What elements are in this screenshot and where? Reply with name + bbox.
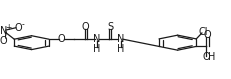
Text: N: N (0, 26, 8, 36)
Text: O: O (203, 30, 210, 40)
Text: O: O (57, 34, 65, 44)
Text: H: H (207, 52, 214, 62)
Text: O: O (14, 23, 22, 33)
Text: S: S (106, 22, 112, 32)
Text: +: + (5, 23, 11, 32)
Text: N: N (116, 34, 124, 44)
Text: Cl: Cl (198, 27, 208, 37)
Text: O: O (202, 52, 209, 62)
Text: O: O (82, 22, 89, 32)
Text: H: H (116, 44, 124, 54)
Text: N: N (93, 34, 100, 44)
Text: -: - (21, 20, 24, 29)
Text: H: H (93, 44, 100, 54)
Text: O: O (0, 36, 7, 46)
